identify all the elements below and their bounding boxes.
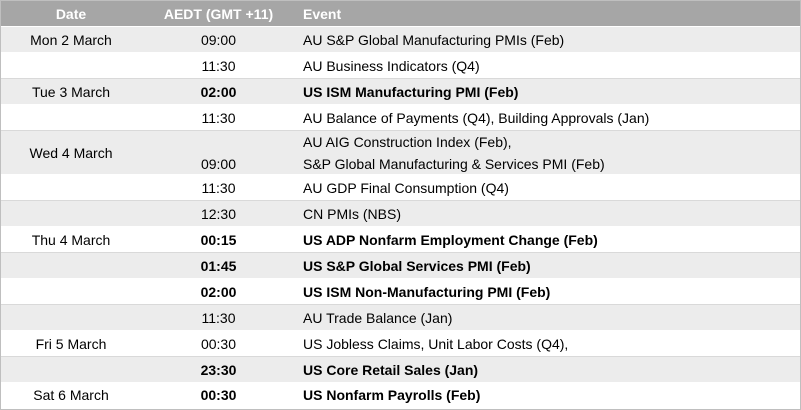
row-event: US Nonfarm Payrolls (Feb) bbox=[303, 387, 481, 403]
table-row: Mon 2 March 09:00 AU S&P Global Manufact… bbox=[1, 27, 800, 53]
table-row: Sat 6 March 00:30 US Nonfarm Payrolls (F… bbox=[1, 383, 800, 407]
row-time: 00:30 bbox=[200, 335, 237, 352]
row-event: AU Business Indicators (Q4) bbox=[303, 57, 480, 74]
row-event: AU Trade Balance (Jan) bbox=[303, 309, 453, 326]
row-date: Tue 3 March bbox=[31, 83, 111, 100]
row-event: AU Balance of Payments (Q4), Building Ap… bbox=[303, 109, 650, 126]
row-event: US ISM Manufacturing PMI (Feb) bbox=[303, 83, 519, 100]
row-time: 11:30 bbox=[201, 57, 236, 74]
table-row: Wed 4 March 09:00 AU AIG Construction In… bbox=[1, 131, 800, 175]
row-time: 11:30 bbox=[201, 109, 236, 126]
row-event-multiline: AU AIG Construction Index (Feb), S&P Glo… bbox=[296, 131, 800, 175]
row-event-line2: S&P Global Manufacturing & Services PMI … bbox=[303, 155, 605, 172]
row-date: Sat 6 March bbox=[33, 387, 109, 403]
table-row: 11:30 AU Trade Balance (Jan) bbox=[1, 305, 800, 331]
row-event: AU GDP Final Consumption (Q4) bbox=[303, 179, 509, 196]
row-event: US ADP Nonfarm Employment Change (Feb) bbox=[303, 231, 598, 248]
header-date: Date bbox=[55, 5, 87, 22]
table-row: Tue 3 March 02:00 US ISM Manufacturing P… bbox=[1, 79, 800, 105]
row-date: Fri 5 March bbox=[35, 335, 107, 352]
row-time: 11:30 bbox=[201, 179, 236, 196]
row-time: 01:45 bbox=[200, 257, 237, 274]
row-event: CN PMIs (NBS) bbox=[303, 205, 401, 222]
table-row: 11:30 AU Business Indicators (Q4) bbox=[1, 53, 800, 79]
table-row: 11:30 AU GDP Final Consumption (Q4) bbox=[1, 175, 800, 201]
row-time: 09:00 bbox=[200, 31, 237, 48]
row-date: Thu 4 March bbox=[31, 231, 111, 248]
row-time: 02:00 bbox=[200, 83, 237, 100]
header-event: Event bbox=[303, 5, 342, 22]
table-header: Date AEDT (GMT +11) Event bbox=[1, 1, 800, 27]
table-row: 12:30 CN PMIs (NBS) bbox=[1, 201, 800, 227]
row-event: US ISM Non-Manufacturing PMI (Feb) bbox=[303, 283, 551, 300]
table-row: 23:30 US Core Retail Sales (Jan) bbox=[1, 357, 800, 383]
table-row: Fri 5 March 00:30 US Jobless Claims, Uni… bbox=[1, 331, 800, 357]
row-event-line1: AU AIG Construction Index (Feb), bbox=[303, 133, 512, 150]
row-event: AU S&P Global Manufacturing PMIs (Feb) bbox=[303, 31, 565, 48]
table-row: 11:30 AU Balance of Payments (Q4), Build… bbox=[1, 105, 800, 131]
row-date: Wed 4 March bbox=[29, 144, 113, 161]
row-time: 02:00 bbox=[200, 283, 237, 300]
row-event: US Core Retail Sales (Jan) bbox=[303, 361, 479, 378]
row-time: 11:30 bbox=[201, 309, 236, 326]
row-date: Mon 2 March bbox=[30, 31, 112, 48]
row-event: US Jobless Claims, Unit Labor Costs (Q4)… bbox=[303, 335, 569, 352]
row-time: 23:30 bbox=[200, 361, 237, 378]
row-event: US S&P Global Services PMI (Feb) bbox=[303, 257, 531, 274]
table-row: Thu 4 March 00:15 US ADP Nonfarm Employm… bbox=[1, 227, 800, 253]
table-row: 01:45 US S&P Global Services PMI (Feb) bbox=[1, 253, 800, 279]
row-time: 00:15 bbox=[200, 231, 237, 248]
row-time: 12:30 bbox=[200, 205, 237, 222]
table-row: 02:00 US ISM Non-Manufacturing PMI (Feb) bbox=[1, 279, 800, 305]
row-time: 09:00 bbox=[200, 156, 237, 172]
row-time: 00:30 bbox=[200, 387, 237, 403]
header-time: AEDT (GMT +11) bbox=[163, 5, 274, 22]
